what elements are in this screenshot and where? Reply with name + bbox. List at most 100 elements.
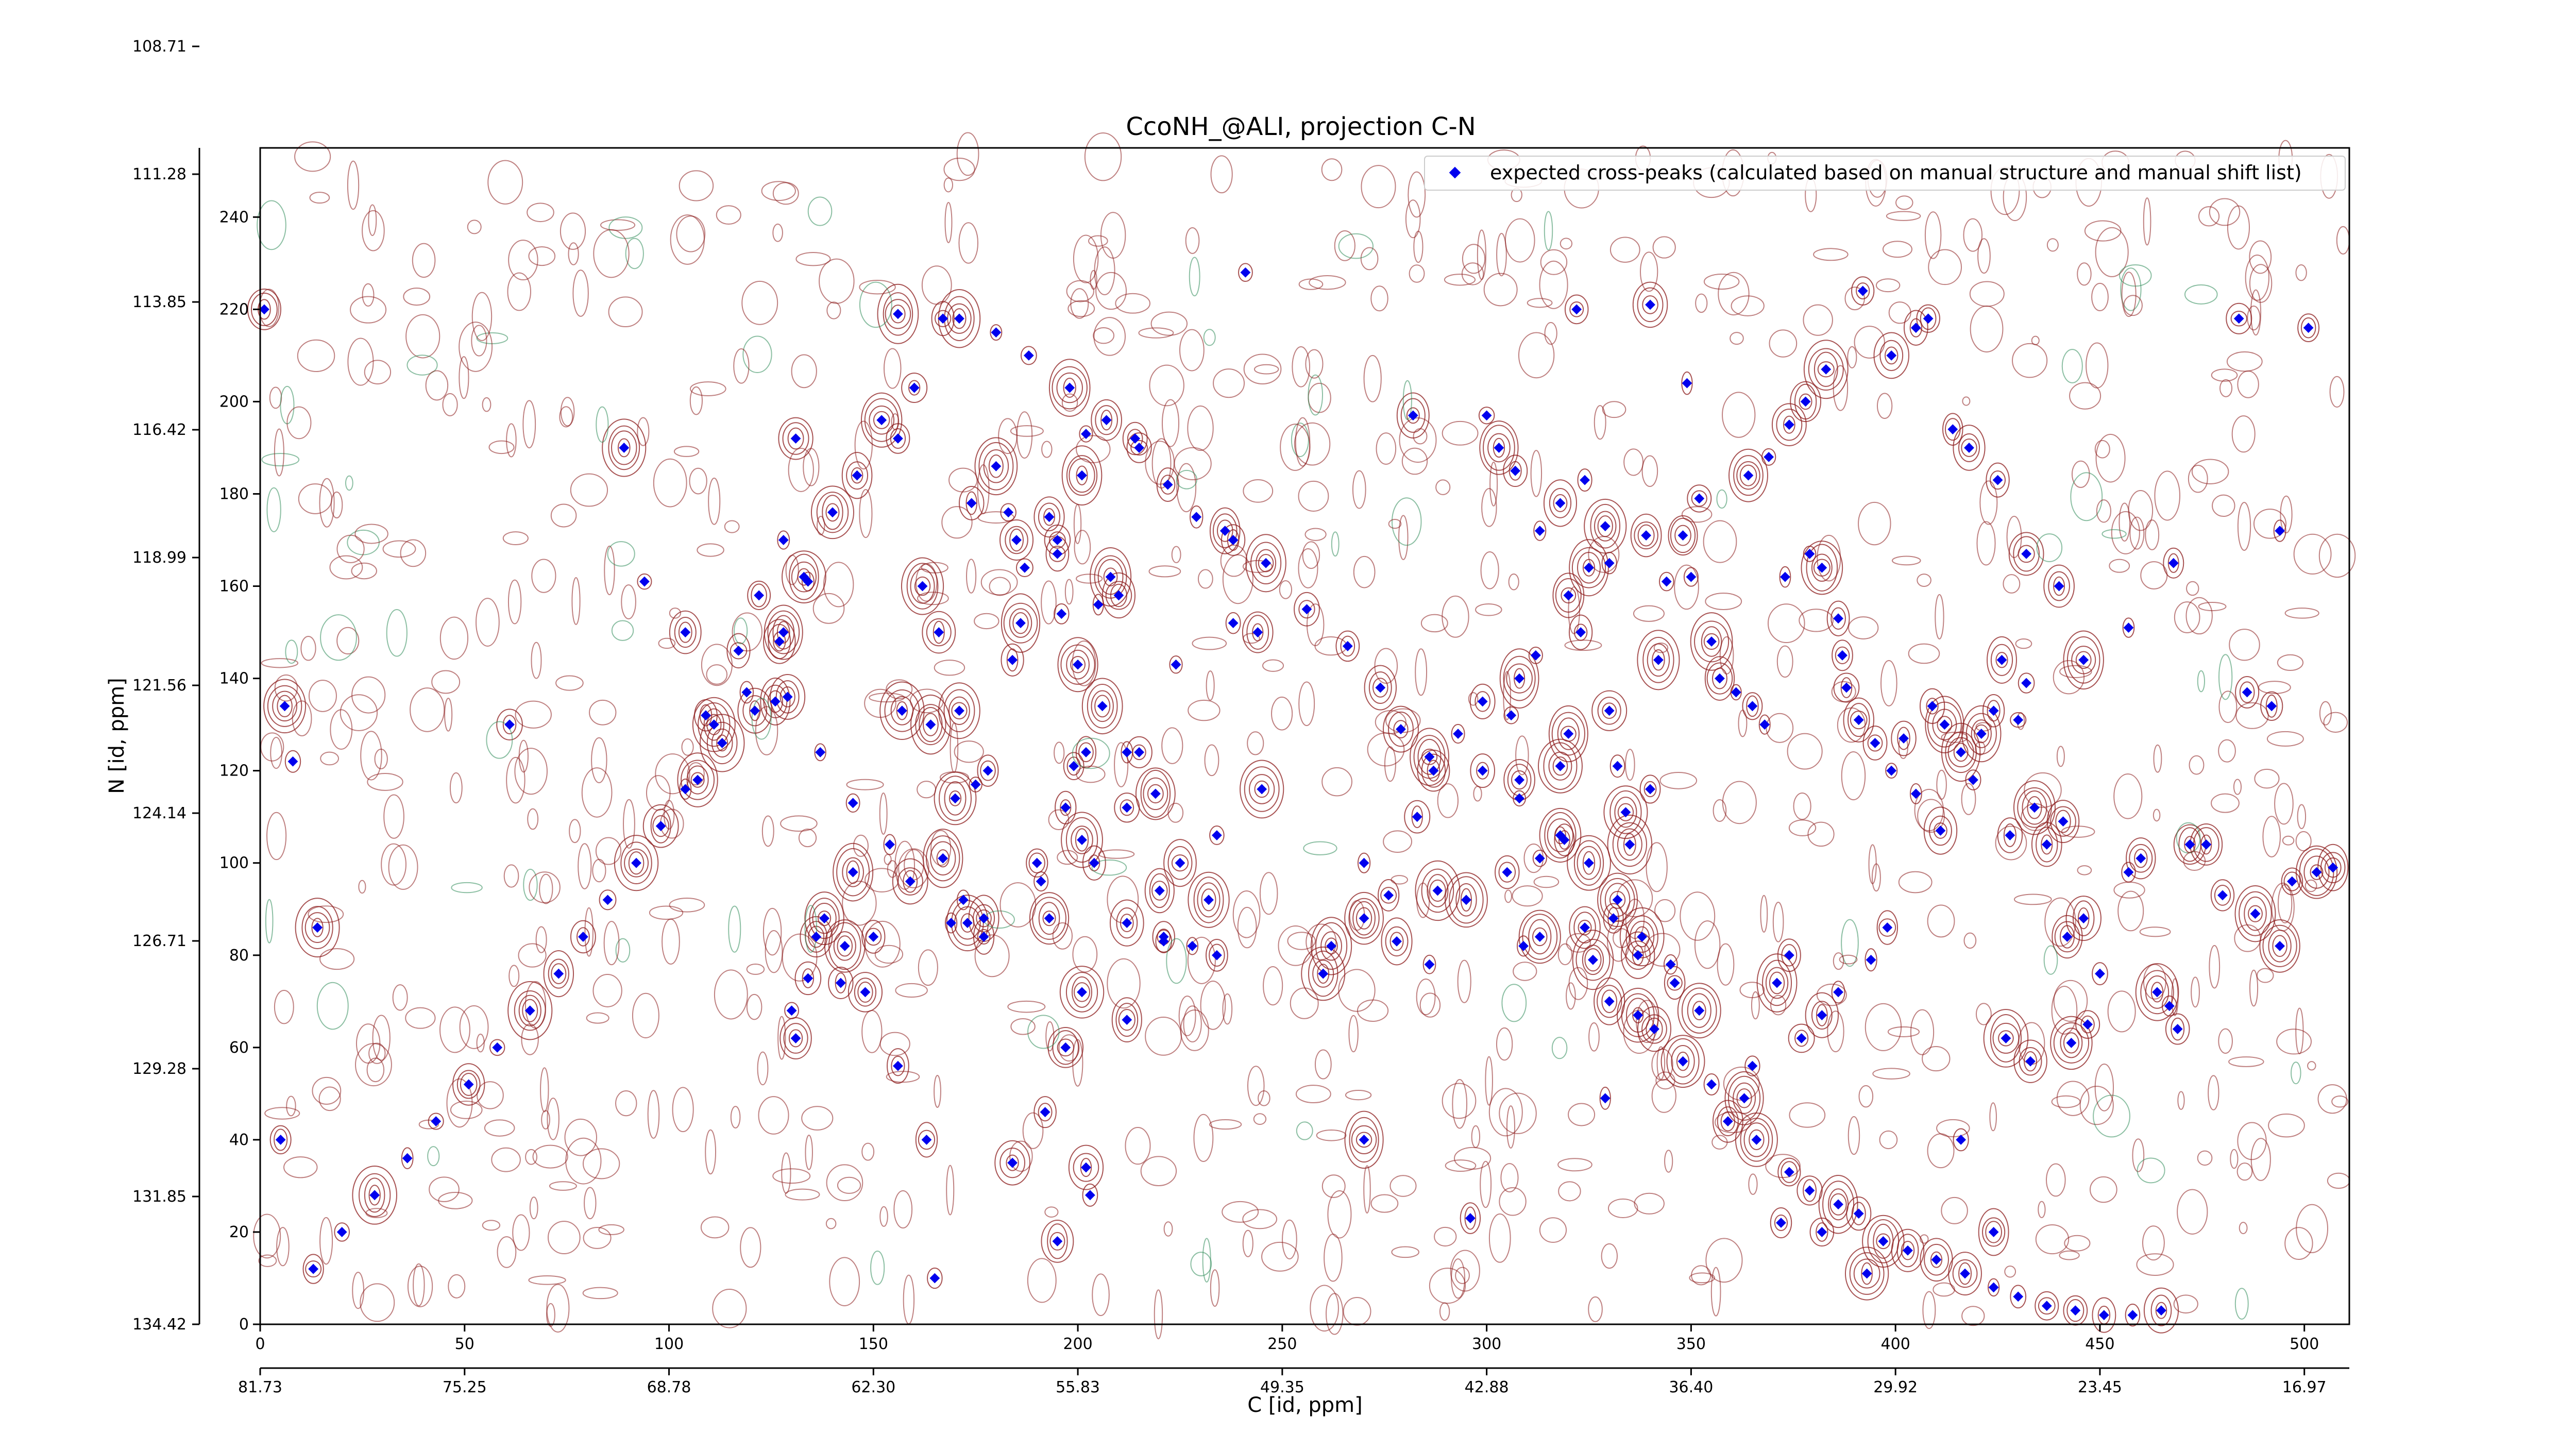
contour-ring: [2244, 896, 2267, 931]
contour-ring: [305, 1260, 322, 1278]
noise-contour: [943, 157, 975, 181]
cross-peak-point: [1633, 1010, 1643, 1021]
noise-contour: [1888, 301, 1911, 324]
noise-contour: [1178, 996, 1196, 1036]
cross-peak-point: [431, 1116, 442, 1126]
contour-ring: [952, 308, 967, 329]
noise-contour-negative: [486, 721, 513, 759]
contour-ring: [944, 781, 967, 816]
cross-peak-point: [1175, 857, 1185, 868]
contour-ring: [1639, 774, 1661, 804]
contour-ring: [1990, 1014, 2022, 1063]
noise-contour: [1066, 280, 1094, 302]
noise-contour: [1481, 488, 1497, 527]
noise-contour: [1384, 746, 1396, 782]
cross-peak-point: [1514, 673, 1525, 684]
noise-contour-negative: [870, 1251, 885, 1285]
noise-contour: [803, 448, 820, 486]
contour-ring: [1254, 780, 1269, 798]
x-ppm-tick-label: 62.30: [851, 1378, 895, 1396]
contour-ring: [1681, 987, 1717, 1034]
noise-contour: [1646, 842, 1668, 892]
noise-contour: [351, 676, 386, 714]
noise-contour: [1348, 1015, 1359, 1053]
contour-ring: [652, 815, 670, 837]
cross-peak-point: [1162, 479, 1173, 490]
noise-contour: [1895, 195, 1913, 210]
contour-ring: [1694, 620, 1730, 663]
noise-contour: [312, 1076, 342, 1105]
cross-peak-point: [1424, 959, 1435, 970]
contour-ring: [2010, 1285, 2027, 1309]
noise-contour: [1353, 555, 1376, 588]
cross-peak-point: [1682, 378, 1692, 389]
noise-contour: [274, 989, 294, 1024]
contour-ring: [1597, 985, 1622, 1018]
contour-ring: [1469, 683, 1496, 719]
noise-contour: [1093, 317, 1126, 356]
contour-ring: [969, 777, 982, 793]
cross-peak-point: [1044, 913, 1055, 924]
noise-contour: [459, 1005, 489, 1049]
noise-contour: [1858, 1085, 1874, 1108]
cross-peak-point: [946, 918, 956, 928]
cross-peak-point: [463, 1079, 474, 1090]
contour-ring: [1499, 648, 1539, 709]
contour-ring: [1590, 503, 1621, 549]
contour-ring: [1116, 907, 1138, 939]
contour-ring: [1937, 716, 1953, 733]
noise-contour: [1935, 594, 1944, 639]
noise-contour: [360, 731, 382, 781]
cross-peak-point: [1154, 885, 1165, 896]
noise-contour: [1247, 1066, 1265, 1106]
noise-contour: [2198, 206, 2220, 227]
noise-contour: [570, 473, 608, 507]
cross-peak-point: [1502, 867, 1513, 878]
noise-contour: [1480, 551, 1499, 589]
noise-contour: [593, 229, 630, 278]
noise-contour: [2186, 581, 2199, 596]
noise-contour: [1772, 902, 1784, 942]
noise-contour: [467, 220, 482, 234]
noise-contour: [541, 1110, 550, 1130]
cross-peak-point: [839, 940, 850, 951]
contour-ring: [873, 411, 890, 429]
noise-contour-negative: [1501, 984, 1527, 1022]
noise-contour: [1210, 155, 1233, 194]
noise-contour: [886, 679, 913, 699]
noise-contour: [1391, 875, 1409, 885]
noise-contour: [861, 1010, 883, 1053]
contour-ring: [2048, 571, 2070, 601]
contour-ring: [2135, 963, 2179, 1021]
noise-contour: [2038, 1201, 2046, 1218]
noise-contour: [646, 775, 671, 811]
noise-contour: [846, 779, 884, 790]
cross-peak-point: [1555, 498, 1566, 509]
contour-ring: [1411, 805, 1423, 829]
noise-contour: [2230, 1149, 2239, 1169]
noise-contour: [1243, 633, 1260, 644]
contour-ring: [1897, 727, 1910, 750]
contour-ring: [1797, 1175, 1823, 1206]
cross-peak-point: [954, 313, 964, 324]
contour-ring: [1171, 854, 1189, 872]
noise-contour: [547, 1098, 560, 1140]
noise-contour: [2051, 985, 2078, 1035]
contour-ring: [267, 685, 302, 727]
noise-contour: [477, 1081, 504, 1109]
contour-ring: [1594, 511, 1617, 542]
contour-ring: [851, 467, 863, 484]
noise-contour: [2071, 460, 2090, 488]
noise-contour: [2209, 945, 2221, 989]
cross-peak-point: [893, 309, 903, 319]
noise-contour: [891, 413, 900, 430]
contour-ring: [1109, 899, 1144, 947]
noise-contour: [508, 240, 538, 281]
contour-ring: [1169, 655, 1183, 674]
contour-ring: [1495, 855, 1520, 889]
noise-contour: [2059, 665, 2092, 678]
cross-peak-point: [1219, 526, 1230, 536]
contour-ring: [1186, 937, 1199, 955]
contour-ring: [1543, 742, 1578, 790]
noise-contour: [1171, 546, 1181, 563]
